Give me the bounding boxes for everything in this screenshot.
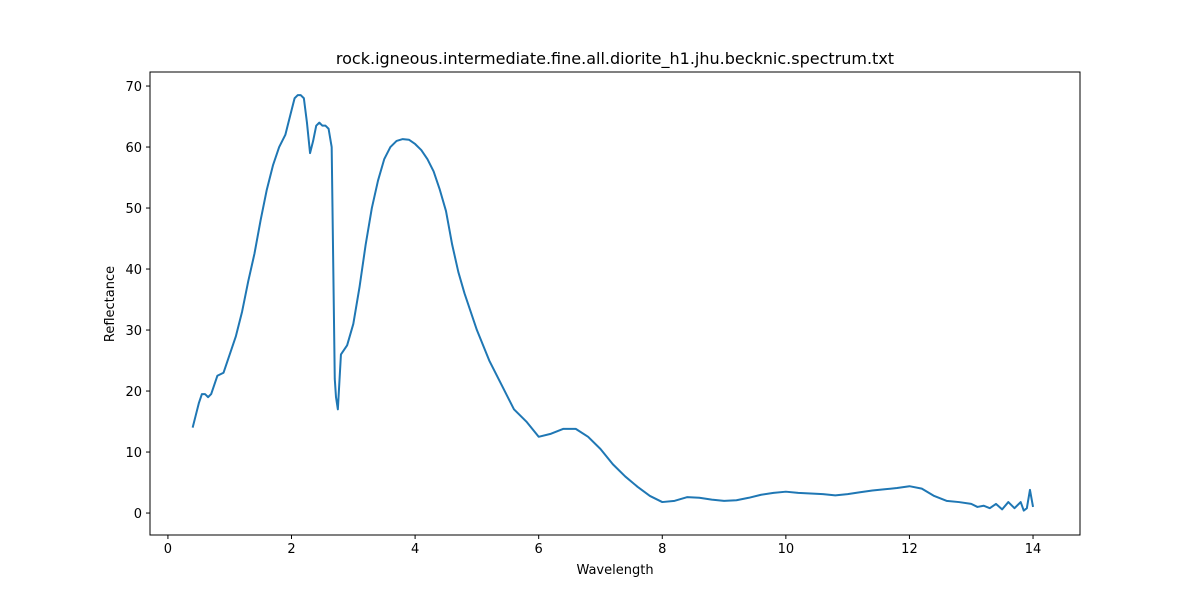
- y-tick-label: 40: [125, 263, 142, 278]
- plot-frame: [149, 71, 1081, 536]
- y-tick-label: 30: [125, 324, 142, 339]
- x-tick-label: 4: [411, 542, 419, 557]
- y-tick-label: 20: [125, 385, 142, 400]
- x-tick-label: 2: [287, 542, 295, 557]
- x-tick-label: 10: [778, 542, 795, 557]
- y-tick-label: 10: [125, 446, 142, 461]
- x-tick-label: 6: [535, 542, 543, 557]
- y-tick-label: 50: [125, 202, 142, 217]
- y-tick-label: 70: [125, 80, 142, 95]
- x-axis-label: Wavelength: [576, 563, 653, 578]
- y-axis-label: Reflectance: [103, 266, 118, 342]
- x-tick-label: 8: [658, 542, 666, 557]
- x-tick-label: 14: [1025, 542, 1042, 557]
- line-series: [191, 94, 1035, 512]
- y-tick-label: 0: [134, 507, 142, 522]
- x-tick-label: 12: [901, 542, 918, 557]
- chart-title: rock.igneous.intermediate.fine.all.diori…: [336, 49, 894, 69]
- y-tick-label: 60: [125, 141, 142, 156]
- x-tick-label: 0: [164, 542, 172, 557]
